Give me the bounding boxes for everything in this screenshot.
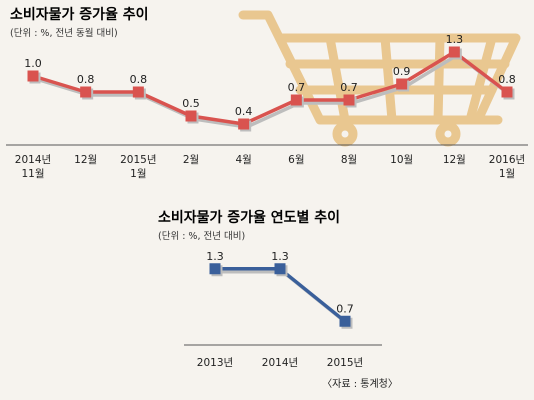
x-tick-label: 12월 (443, 154, 466, 166)
data-label: 0.8 (130, 73, 148, 86)
x-tick-label: 12월 (74, 154, 97, 166)
chart-monthly: 소비자물가 증가율 추이 (단위 : %, 전년 동월 대비) 1.0 0.8 0.… (6, 6, 528, 180)
chart-yearly: 소비자물가 증가율 연도별 추이 (단위 : %, 전년 대비) 1.3 1.3 0… (158, 209, 398, 390)
x-tick-label: 2월 (183, 154, 199, 166)
source-note: 〈자료 : 통계청〉 (322, 378, 398, 390)
x-tick-label: 2014년 (262, 357, 298, 369)
x-tick-label: 2014년 11월 (15, 154, 51, 180)
chart-1-x-tick-labels: 2014년 11월 12월 2015년 1월 2월 4월 6월 8월 10월 12월 2016년 1월 (15, 154, 525, 180)
data-label: 0.7 (340, 81, 358, 94)
data-point (290, 94, 302, 106)
x-tick-label: 2015년 1월 (120, 154, 156, 180)
data-point (501, 86, 513, 98)
data-point (343, 94, 355, 106)
chart-1-points (27, 46, 515, 132)
chart-2-data-labels: 1.3 1.3 0.7 (206, 250, 354, 316)
data-label: 0.7 (288, 81, 306, 94)
chart-2-subtitle: (단위 : %, 전년 대비) (158, 230, 245, 242)
series-line (32, 50, 509, 126)
data-label: 0.8 (498, 73, 516, 86)
data-label: 0.4 (235, 105, 253, 118)
x-tick-label: 2016년 1월 (489, 154, 525, 180)
chart-2-series (215, 267, 347, 323)
x-tick-label: 8월 (341, 154, 357, 166)
x-tick-label: 10월 (390, 154, 413, 166)
chart-2-shadow (218, 270, 350, 326)
data-point (27, 70, 39, 82)
data-label: 1.0 (24, 57, 42, 70)
data-point (132, 86, 144, 98)
series-line (215, 267, 347, 323)
data-point (80, 86, 92, 98)
shopping-cart-icon (238, 10, 521, 147)
chart-1-title: 소비자물가 증가율 추이 (10, 6, 149, 23)
chart-1-shadow (35, 53, 512, 129)
data-point (396, 78, 408, 90)
data-point (448, 46, 460, 58)
data-label: 1.3 (271, 250, 289, 263)
chart-2-x-tick-labels: 2013년 2014년 2015년 (197, 357, 363, 369)
data-label: 0.5 (182, 97, 200, 110)
data-label: 1.3 (446, 33, 464, 46)
chart-1-series (32, 50, 509, 126)
data-point (209, 263, 221, 275)
chart-1-subtitle: (단위 : %, 전년 동월 대비) (10, 27, 118, 39)
data-label: 0.7 (336, 302, 354, 315)
x-tick-label: 4월 (235, 154, 251, 166)
x-tick-label: 2013년 (197, 357, 233, 369)
data-point (185, 110, 197, 122)
chart-2-title: 소비자물가 증가율 연도별 추이 (158, 209, 340, 226)
series-shadow-line (35, 53, 512, 129)
data-point (274, 263, 286, 275)
chart-2-points (209, 263, 353, 329)
data-point (339, 315, 351, 327)
x-tick-label: 2015년 (327, 357, 363, 369)
data-label: 0.8 (77, 73, 95, 86)
data-label: 0.9 (393, 65, 411, 78)
data-label: 1.3 (206, 250, 224, 263)
data-point (238, 118, 250, 130)
series-shadow-line (218, 270, 350, 326)
x-tick-label: 6월 (288, 154, 304, 166)
chart-1-data-labels: 1.0 0.8 0.8 0.5 0.4 0.7 0.7 0.9 1.3 0.8 (24, 33, 516, 118)
